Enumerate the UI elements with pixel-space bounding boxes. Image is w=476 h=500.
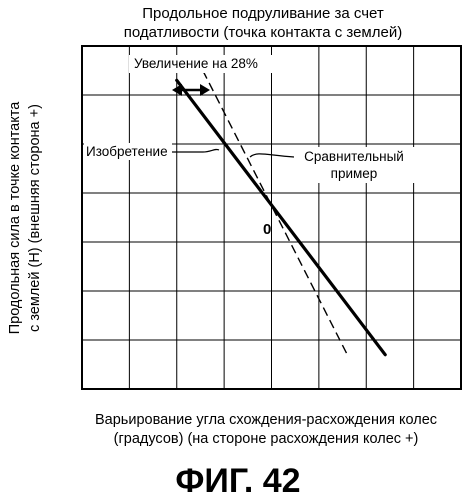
invention-leader-line [172,149,219,152]
x-axis-label-line-2: (градусов) (на стороне расхождения колес… [114,431,419,447]
chart-title-line-2: податливости (точка контакта с землей) [124,24,402,41]
comparative-label-line-1: Сравнительный [304,149,404,164]
comparative-label-line-2: пример [331,166,378,181]
y-axis-label-line-2: с землей (Н) (внешняя сторона +) [27,104,43,332]
chart-title-line-1: Продольное подруливание за счет [142,5,384,22]
y-axis-label-line-1: Продольная сила в точке контакта [7,101,23,335]
invention-label: Изобретение [86,144,168,159]
series-layer [177,71,385,355]
figure-label: ФИГ. 42 [175,462,300,500]
series-line-invention [177,80,385,354]
origin-label: 0 [263,221,271,238]
plot-area [82,46,461,389]
increase-label: Увеличение на 28% [134,56,258,71]
increase-double-arrow-icon [172,84,210,96]
grid [82,46,461,389]
x-axis-label-line-1: Варьирование угла схождения-расхождения … [95,412,437,428]
